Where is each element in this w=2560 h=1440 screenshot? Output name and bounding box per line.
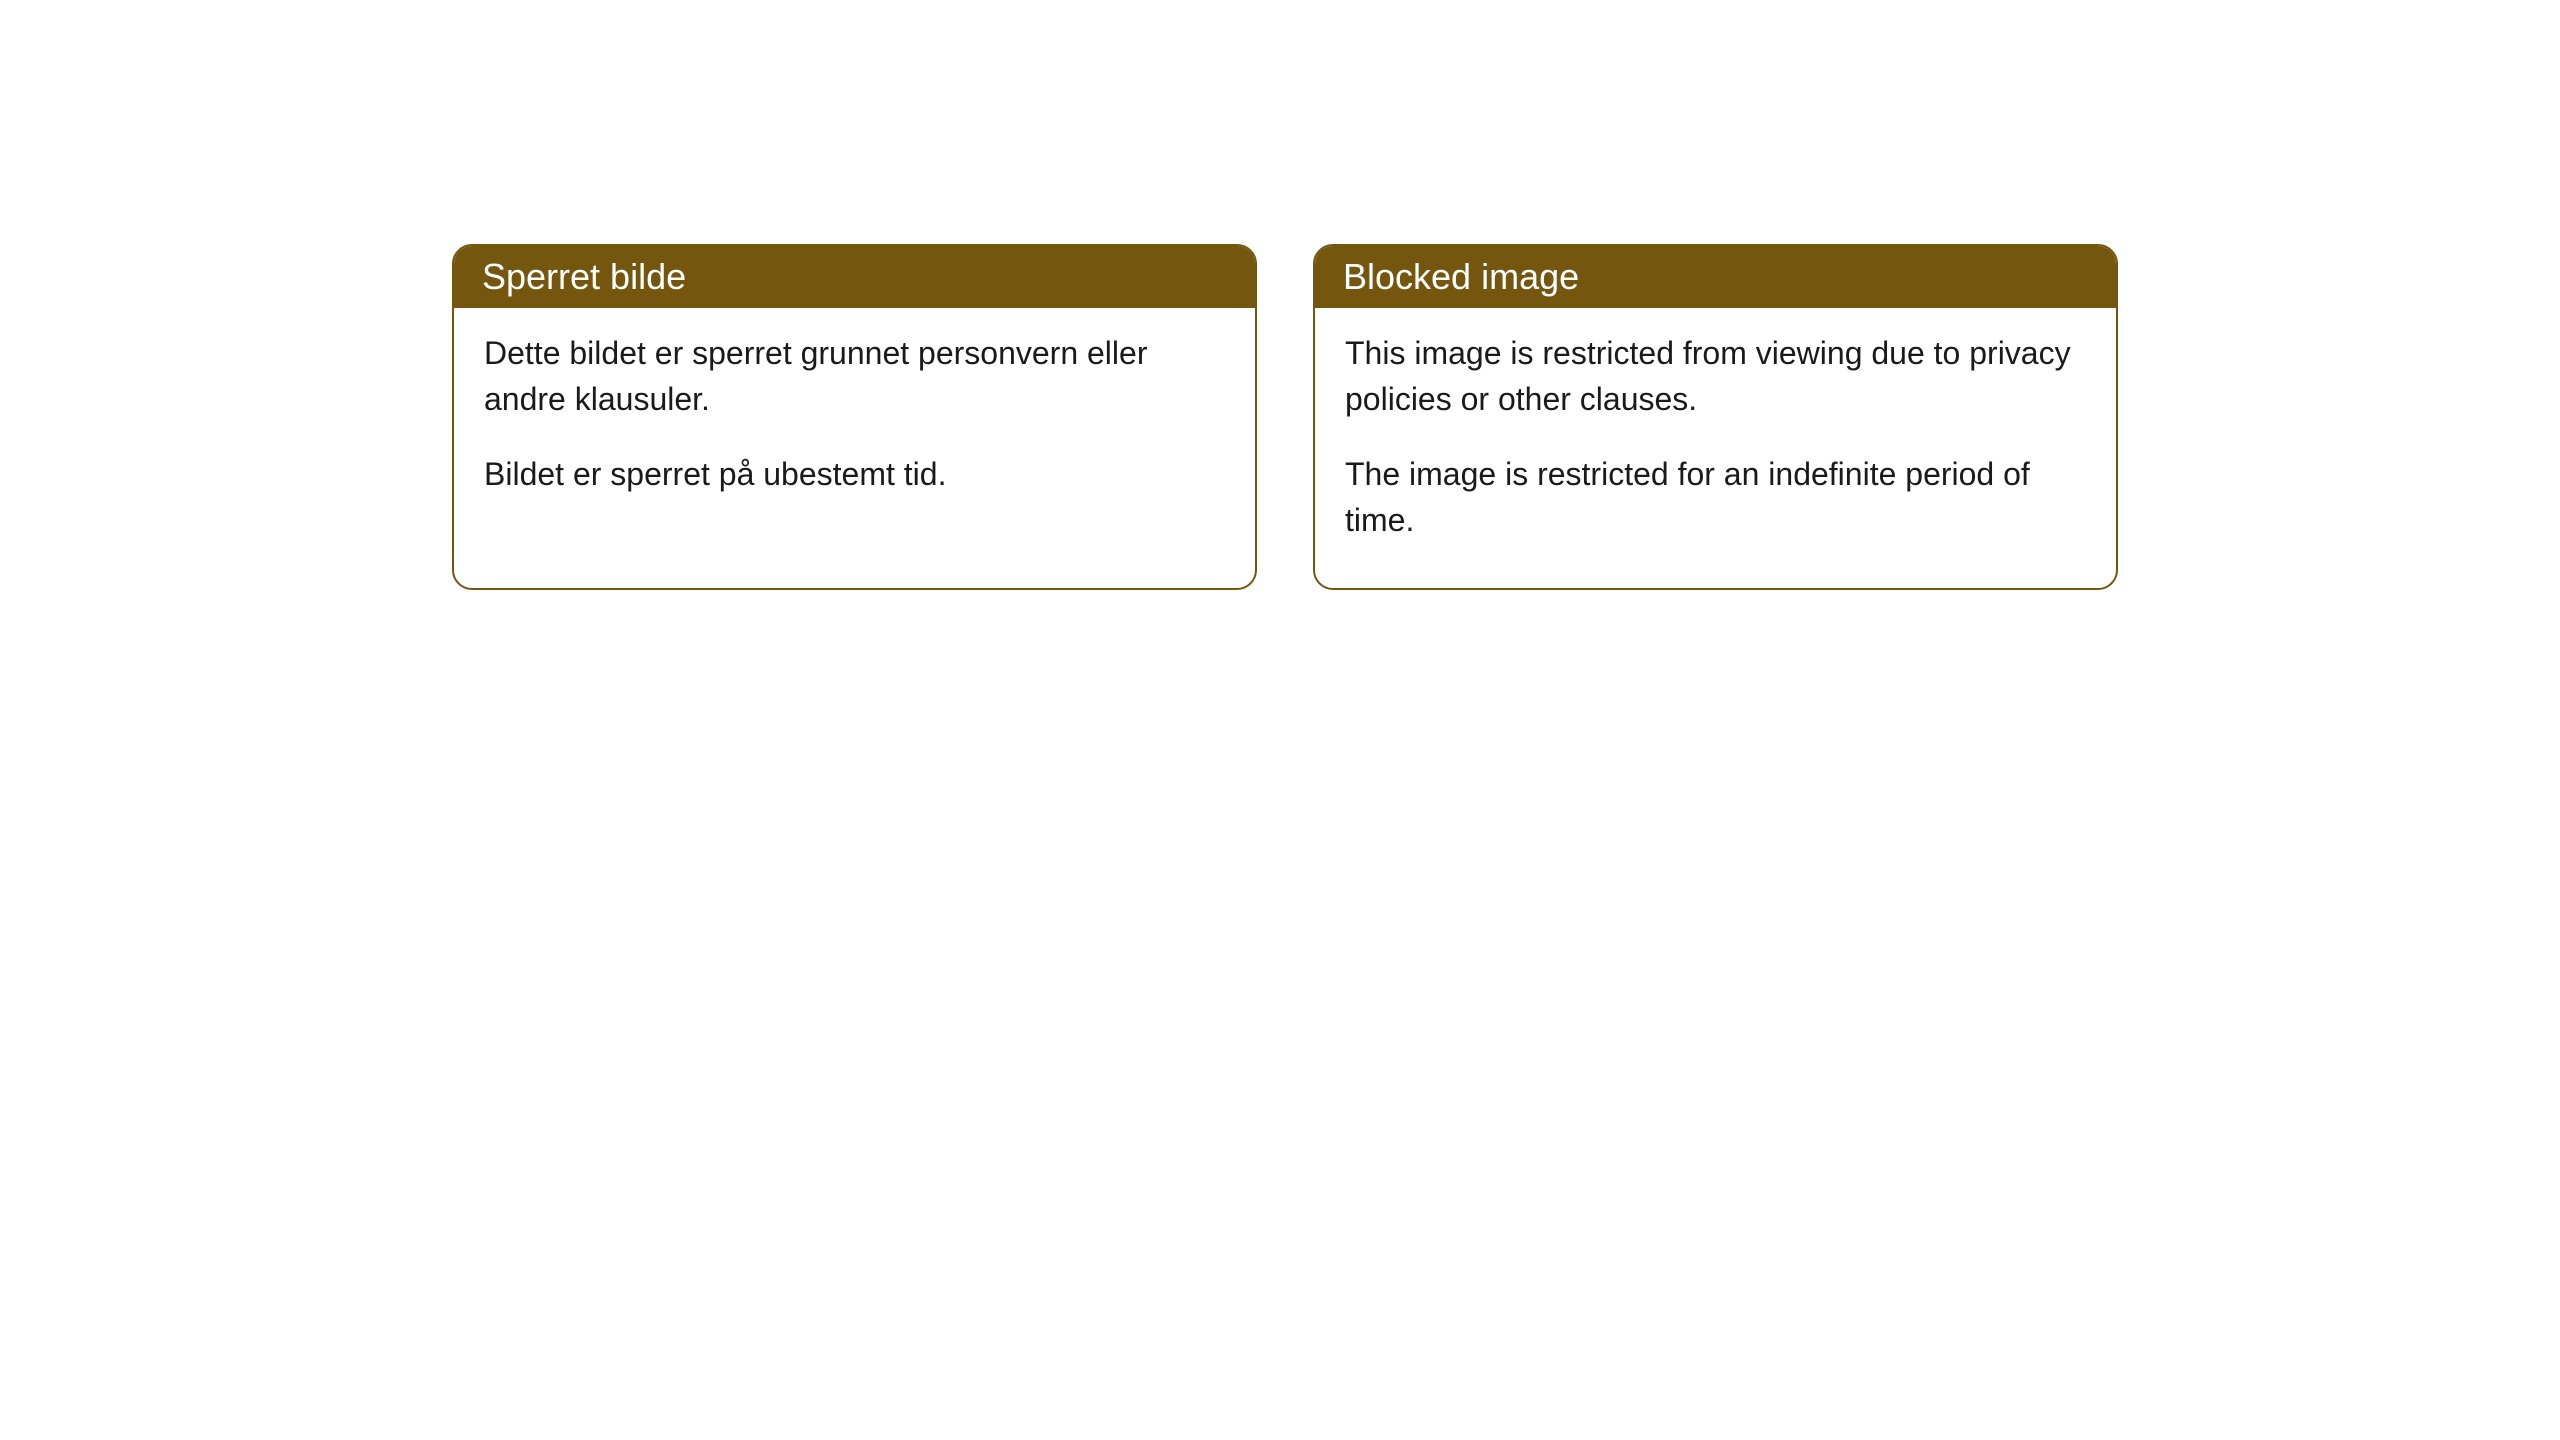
card-body-english: This image is restricted from viewing du… [1315,308,2116,588]
card-paragraph-2: The image is restricted for an indefinit… [1345,451,2086,544]
notice-cards-container: Sperret bilde Dette bildet er sperret gr… [452,244,2118,590]
card-paragraph-1: Dette bildet er sperret grunnet personve… [484,330,1225,423]
card-paragraph-2: Bildet er sperret på ubestemt tid. [484,451,1225,497]
card-body-norwegian: Dette bildet er sperret grunnet personve… [454,308,1255,541]
card-title: Blocked image [1343,256,1579,297]
blocked-image-card-norwegian: Sperret bilde Dette bildet er sperret gr… [452,244,1257,590]
card-title: Sperret bilde [482,256,686,297]
card-header-norwegian: Sperret bilde [454,246,1255,308]
card-paragraph-1: This image is restricted from viewing du… [1345,330,2086,423]
blocked-image-card-english: Blocked image This image is restricted f… [1313,244,2118,590]
card-header-english: Blocked image [1315,246,2116,308]
